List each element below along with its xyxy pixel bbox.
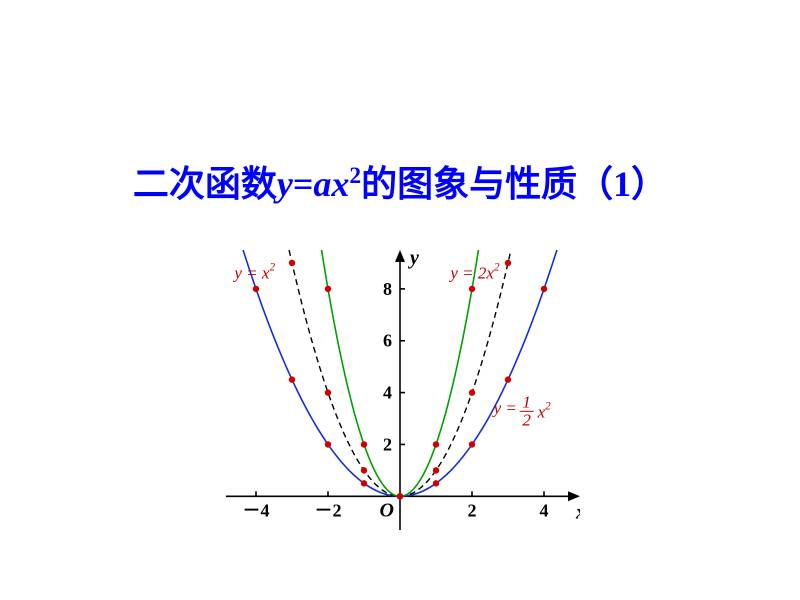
title-eq: = — [293, 164, 314, 204]
svg-text:2: 2 — [383, 434, 392, 454]
parabola-chart: －4－2242468Oxyy = 12x2y = x2y = 2x2 — [220, 250, 580, 530]
title-text-post: 的图象与性质（1） — [361, 164, 667, 204]
slide-title: 二次函数y=ax2的图象与性质（1） — [0, 155, 800, 207]
svg-text:－4: －4 — [243, 500, 270, 520]
title-sup: 2 — [349, 163, 361, 189]
svg-text:4: 4 — [383, 383, 392, 403]
svg-text:x2: x2 — [537, 400, 552, 421]
svg-text:－2: －2 — [315, 500, 342, 520]
title-a: a — [313, 164, 331, 204]
svg-text:y: y — [408, 250, 419, 269]
svg-text:x: x — [575, 501, 580, 523]
svg-text:2: 2 — [468, 500, 477, 520]
svg-text:6: 6 — [383, 331, 392, 351]
title-x: x — [331, 164, 349, 204]
svg-text:8: 8 — [383, 279, 392, 299]
svg-text:4: 4 — [540, 500, 549, 520]
slide: 二次函数y=ax2的图象与性质（1） －4－2242468Oxyy = 12x2… — [0, 0, 800, 600]
svg-text:1: 1 — [522, 392, 531, 411]
title-y: y — [277, 164, 293, 204]
title-text-pre: 二次函数 — [133, 164, 277, 204]
svg-text:y = 2x2: y = 2x2 — [448, 262, 500, 283]
chart-container: －4－2242468Oxyy = 12x2y = x2y = 2x2 — [220, 250, 580, 530]
svg-text:2: 2 — [522, 410, 531, 429]
svg-text:O: O — [380, 499, 394, 521]
svg-text:y = x2: y = x2 — [232, 262, 275, 283]
svg-text:y =: y = — [492, 398, 517, 417]
